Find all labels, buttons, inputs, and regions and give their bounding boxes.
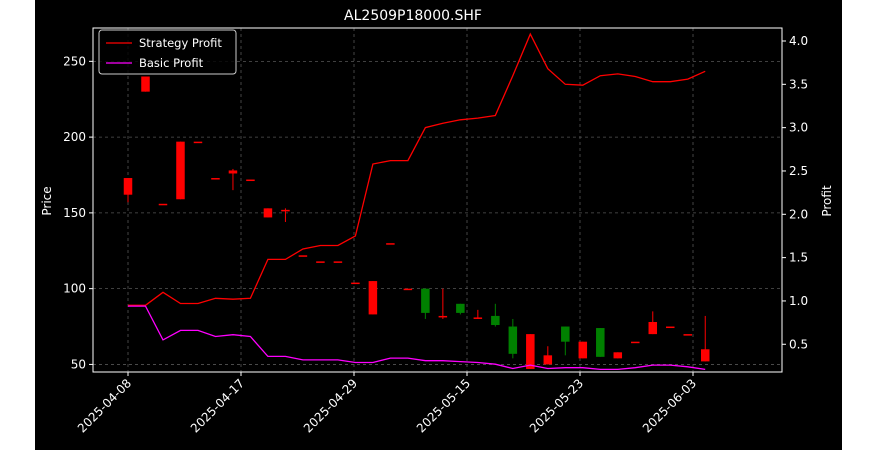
right-tick-label: 2.5 — [789, 164, 808, 178]
legend-label-basic: Basic Profit — [139, 56, 204, 70]
legend: Strategy Profit Basic Profit — [98, 29, 237, 75]
right-tick-label: 4.0 — [789, 34, 808, 48]
candle-body — [176, 141, 185, 200]
candle-body — [123, 178, 133, 195]
candle-body — [386, 243, 395, 245]
left-tick-label: 200 — [63, 130, 86, 144]
candle-body — [543, 355, 553, 365]
x-tick-label: 2025-04-08 — [75, 376, 134, 435]
candle-body — [141, 76, 150, 92]
right-tick-label: 3.0 — [789, 121, 808, 135]
candle-body — [158, 203, 168, 206]
left-tick-label: 150 — [63, 206, 86, 220]
candle-body — [648, 321, 658, 335]
axes: 50 100 150 200 250 0.5 1.0 1.5 2.0 2.5 3.0 3.5 4.0 20… — [63, 34, 808, 435]
x-tick-label: 2025-05-15 — [414, 376, 473, 435]
profit-lines — [128, 32, 706, 371]
candle-body — [316, 261, 325, 263]
y-axis-label-left: Price — [40, 186, 54, 215]
chart-figure: 50 100 150 200 250 0.5 1.0 1.5 2.0 2.5 3.0 3.5 4.0 20… — [35, 0, 842, 450]
candle-body — [228, 170, 238, 174]
plot-frame — [92, 27, 783, 373]
candles — [123, 76, 710, 369]
left-tick-label: 100 — [63, 282, 86, 296]
candle-body — [246, 179, 255, 182]
candle-body — [211, 178, 220, 180]
right-tick-label: 0.5 — [789, 337, 808, 351]
candle-body — [281, 209, 290, 212]
legend-box — [98, 29, 237, 75]
candle-body — [298, 255, 308, 257]
right-tick-label: 1.5 — [789, 251, 808, 265]
left-tick-label: 50 — [71, 357, 86, 371]
candle-body — [561, 326, 570, 342]
right-tick-label: 1.0 — [789, 294, 808, 308]
candle-body — [473, 317, 483, 319]
legend-label-strategy: Strategy Profit — [139, 36, 222, 50]
candle-body — [700, 349, 710, 362]
candle-body — [421, 288, 430, 313]
candle-body — [666, 326, 675, 329]
right-tick-label: 3.5 — [789, 77, 808, 91]
x-tick-label: 2025-05-23 — [527, 376, 586, 435]
candle-body — [438, 315, 448, 318]
left-tick-label: 250 — [63, 54, 86, 68]
candle-body — [403, 288, 413, 291]
x-tick-label: 2025-06-03 — [640, 376, 699, 435]
strategy-profit-line — [128, 32, 706, 306]
candle-body — [578, 341, 588, 359]
chart-title: AL2509P18000.SHF — [344, 8, 482, 24]
candle-body — [631, 341, 640, 344]
right-tick-label: 2.0 — [789, 207, 808, 221]
x-tick-label: 2025-04-17 — [188, 376, 247, 435]
candle-body — [683, 334, 693, 336]
candle-body — [456, 303, 465, 313]
candle-body — [351, 282, 360, 285]
candle-body — [613, 352, 623, 359]
candle-body — [333, 261, 343, 263]
candle-body — [526, 334, 535, 369]
chart-svg: 50 100 150 200 250 0.5 1.0 1.5 2.0 2.5 3.0 3.5 4.0 20… — [40, 8, 834, 435]
grid — [93, 28, 782, 372]
candle-body — [263, 208, 273, 218]
basic-profit-line — [128, 305, 706, 371]
candle-body — [596, 328, 605, 357]
candle-body — [508, 326, 518, 354]
candle-body — [193, 141, 203, 144]
candle-body — [368, 281, 378, 315]
candle-body — [491, 315, 500, 326]
y-axis-label-right: Profit — [820, 185, 834, 217]
x-tick-label: 2025-04-29 — [301, 376, 360, 435]
